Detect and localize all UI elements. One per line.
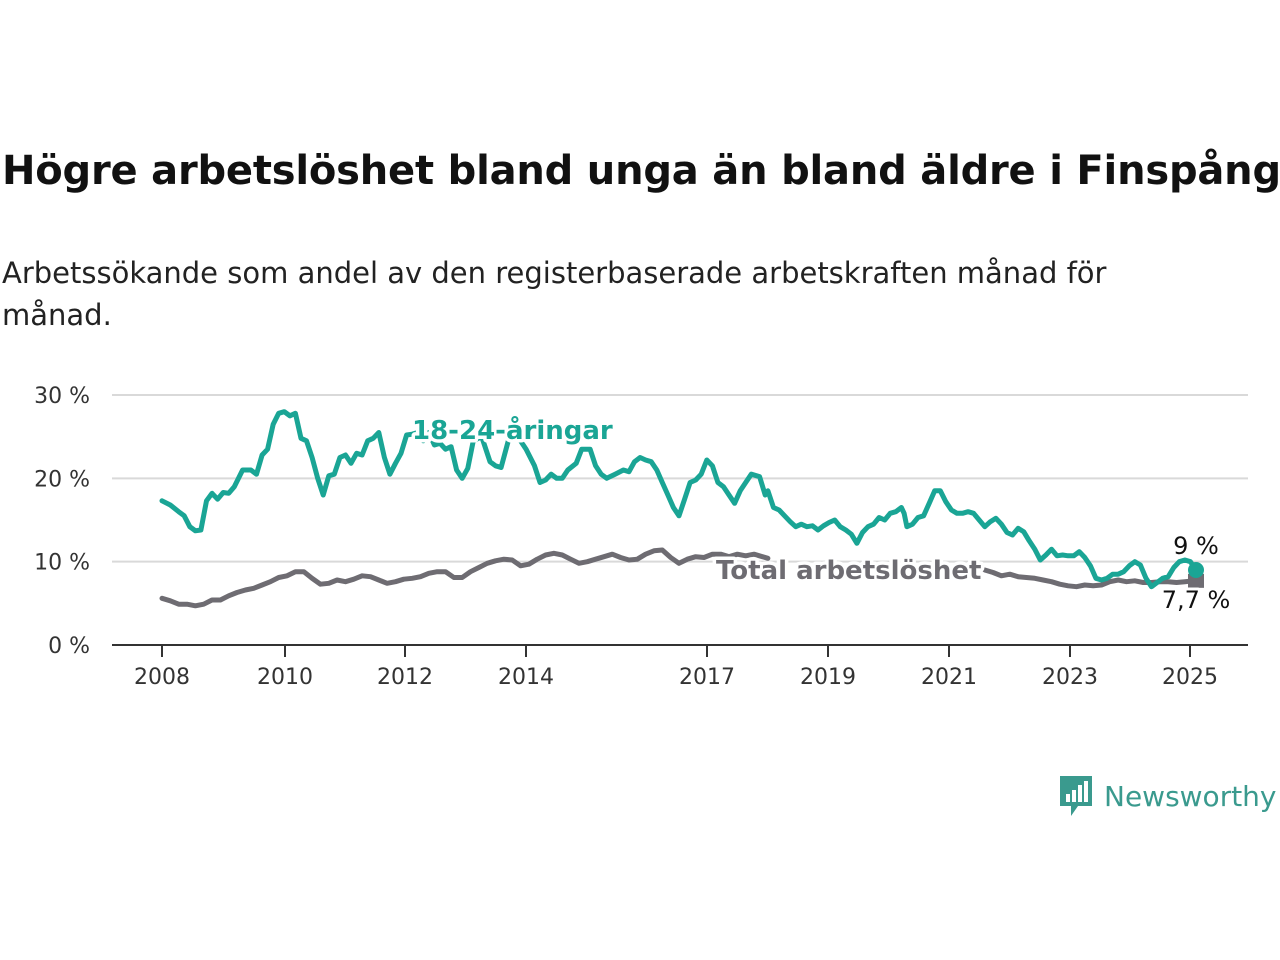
x-tick-label: 2023	[1042, 665, 1098, 690]
chart-subtitle: Arbetssökande som andel av den registerb…	[2, 256, 1107, 332]
x-tick-label: 2021	[921, 665, 977, 690]
series-end-dot-youth	[1188, 562, 1204, 578]
axes: 0 % 10 % 20 % 30 % 2008 2010 2012 2014 2017 2019 2…	[34, 384, 1248, 690]
series-label-total-halo: Total arbetslöshet	[716, 556, 981, 586]
end-value-label-youth: 9 %	[1173, 532, 1219, 560]
series-line-1-segment-0	[159, 547, 771, 609]
y-tick-label: 20 %	[34, 467, 90, 492]
x-tick-label: 2017	[679, 665, 735, 690]
grid-lines	[112, 394, 1248, 563]
series-line-1-segment-1	[982, 567, 1199, 590]
series-label-total: Total arbetslöshet	[716, 556, 981, 586]
y-tick-label: 30 %	[34, 384, 90, 409]
x-tick-label: 2010	[257, 665, 313, 690]
series-lines	[159, 409, 1204, 609]
series-line-0-segment-0	[159, 409, 1199, 590]
y-tick-label: 10 %	[34, 551, 90, 576]
bar-chart-speech-bubble-icon	[1060, 776, 1092, 816]
x-tick-label: 2025	[1162, 665, 1218, 690]
series-end-marker-total	[1188, 573, 1204, 588]
x-tick-label: 2019	[800, 665, 856, 690]
line-chart: 0 % 10 % 20 % 30 % 2008 2010 2012 2014 2017 2019 2…	[34, 384, 1248, 690]
series-label-youth-halo: 18-24-åringar	[412, 414, 613, 446]
end-value-label-total-halo: 7,7 %	[1162, 586, 1231, 614]
chart-title: Högre arbetslöshet bland unga än bland ä…	[2, 148, 1280, 194]
x-tick-label: 2008	[134, 665, 190, 690]
y-tick-label: 0 %	[48, 634, 90, 659]
x-tick-label: 2014	[498, 665, 554, 690]
x-tick-label: 2012	[377, 665, 433, 690]
end-value-label-youth-halo: 9 %	[1173, 532, 1219, 560]
series-label-youth: 18-24-åringar	[412, 414, 613, 446]
end-value-label-total: 7,7 %	[1162, 586, 1231, 614]
newsworthy-logo: Newsworthy	[1058, 774, 1277, 818]
logo-text: Newsworthy	[1104, 779, 1277, 813]
